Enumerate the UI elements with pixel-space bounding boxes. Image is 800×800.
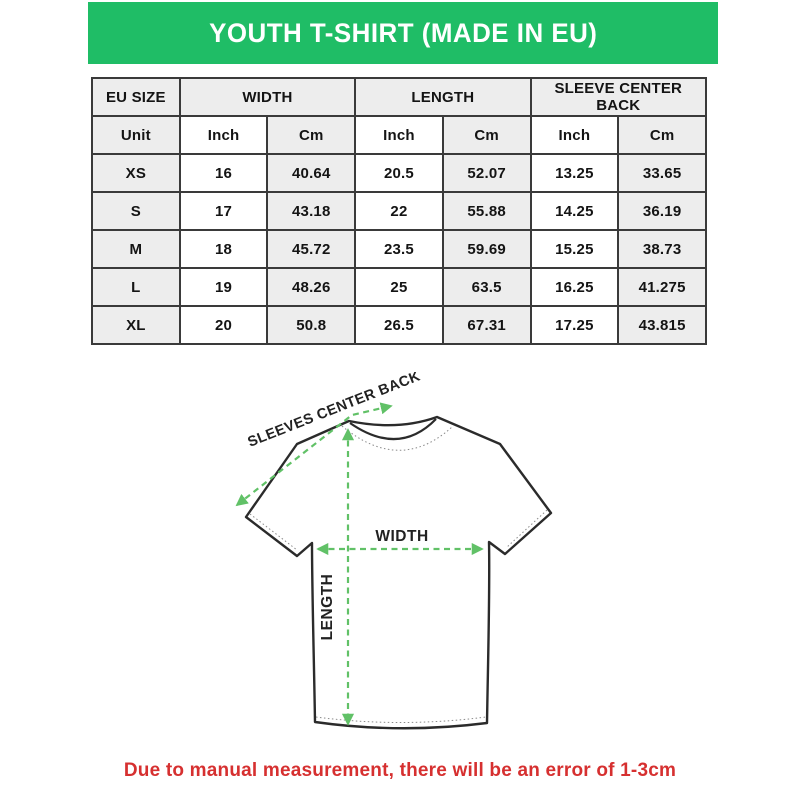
value-cell: 67.31 xyxy=(441,305,532,345)
value-cell: 20 xyxy=(178,305,269,345)
table-row: M 18 45.72 23.5 59.69 15.25 38.73 xyxy=(91,229,707,269)
unit-cm-cell: Cm xyxy=(266,115,357,155)
size-cell: S xyxy=(91,191,181,231)
value-cell: 43.815 xyxy=(617,305,707,345)
value-cell: 15.25 xyxy=(529,229,620,269)
value-cell: 63.5 xyxy=(441,267,532,307)
size-cell: XL xyxy=(91,305,181,345)
value-cell: 18 xyxy=(178,229,269,269)
value-cell: 48.26 xyxy=(266,267,357,307)
value-cell: 17.25 xyxy=(529,305,620,345)
value-cell: 50.8 xyxy=(266,305,357,345)
size-chart-header: EU SIZE WIDTH LENGTH SLEEVE CENTER BACK … xyxy=(91,77,708,155)
size-cell: L xyxy=(91,267,181,307)
value-cell: 17 xyxy=(178,191,269,231)
size-chart-table: EU SIZE WIDTH LENGTH SLEEVE CENTER BACK … xyxy=(91,77,708,345)
value-cell: 41.275 xyxy=(617,267,707,307)
size-chart-body: XS 16 40.64 20.5 52.07 13.25 33.65 S 17 43.18 22 55… xyxy=(91,153,707,345)
unit-inch-cell: Inch xyxy=(529,115,620,155)
value-cell: 25 xyxy=(354,267,444,307)
header-banner: YOUTH T-SHIRT (MADE IN EU) xyxy=(88,2,718,64)
value-cell: 55.88 xyxy=(441,191,532,231)
col-header-length: LENGTH xyxy=(354,77,532,117)
table-row: XL 20 50.8 26.5 67.31 17.25 43.815 xyxy=(91,305,707,345)
width-label: WIDTH xyxy=(375,528,428,545)
unit-label-cell: Unit xyxy=(91,115,181,155)
value-cell: 33.65 xyxy=(617,153,707,193)
col-header-sleeve: SLEEVE CENTER BACK xyxy=(529,77,708,117)
size-cell: XS xyxy=(91,153,181,193)
unit-header-row: Unit Inch Cm Inch Cm Inch Cm xyxy=(91,115,707,155)
size-cell: M xyxy=(91,229,181,269)
value-cell: 23.5 xyxy=(354,229,444,269)
measurement-disclaimer: Due to manual measurement, there will be… xyxy=(123,760,677,781)
value-cell: 40.64 xyxy=(266,153,357,193)
tshirt-diagram: SLEEVES CENTER BACK WIDTH LENGTH xyxy=(235,372,553,730)
col-header-eu-size: EU SIZE xyxy=(91,77,181,117)
value-cell: 36.19 xyxy=(617,191,707,231)
table-row: XS 16 40.64 20.5 52.07 13.25 33.65 xyxy=(91,153,707,193)
col-header-width: WIDTH xyxy=(178,77,357,117)
value-cell: 13.25 xyxy=(529,153,620,193)
sleeve-center-back-arrow xyxy=(235,402,393,507)
table-row: L 19 48.26 25 63.5 16.25 41.275 xyxy=(91,267,707,307)
value-cell: 52.07 xyxy=(441,153,532,193)
unit-inch-cell: Inch xyxy=(354,115,444,155)
right-sleeve-stitch-line xyxy=(505,509,548,549)
value-cell: 22 xyxy=(354,191,444,231)
tshirt-outline xyxy=(244,415,553,730)
value-cell: 45.72 xyxy=(266,229,357,269)
value-cell: 38.73 xyxy=(617,229,707,269)
value-cell: 16.25 xyxy=(529,267,620,307)
unit-inch-cell: Inch xyxy=(178,115,269,155)
table-row: S 17 43.18 22 55.88 14.25 36.19 xyxy=(91,191,707,231)
unit-cm-cell: Cm xyxy=(617,115,707,155)
length-label: LENGTH xyxy=(319,574,336,641)
value-cell: 20.5 xyxy=(354,153,444,193)
page-title: YOUTH T-SHIRT (MADE IN EU) xyxy=(208,17,598,48)
value-cell: 16 xyxy=(178,153,269,193)
left-sleeve-stitch-line xyxy=(249,513,298,551)
hem-stitch-line xyxy=(315,716,487,723)
value-cell: 26.5 xyxy=(354,305,444,345)
value-cell: 43.18 xyxy=(266,191,357,231)
value-cell: 14.25 xyxy=(529,191,620,231)
value-cell: 59.69 xyxy=(441,229,532,269)
unit-cm-cell: Cm xyxy=(441,115,532,155)
group-header-row: EU SIZE WIDTH LENGTH SLEEVE CENTER BACK xyxy=(91,77,708,117)
value-cell: 19 xyxy=(178,267,269,307)
